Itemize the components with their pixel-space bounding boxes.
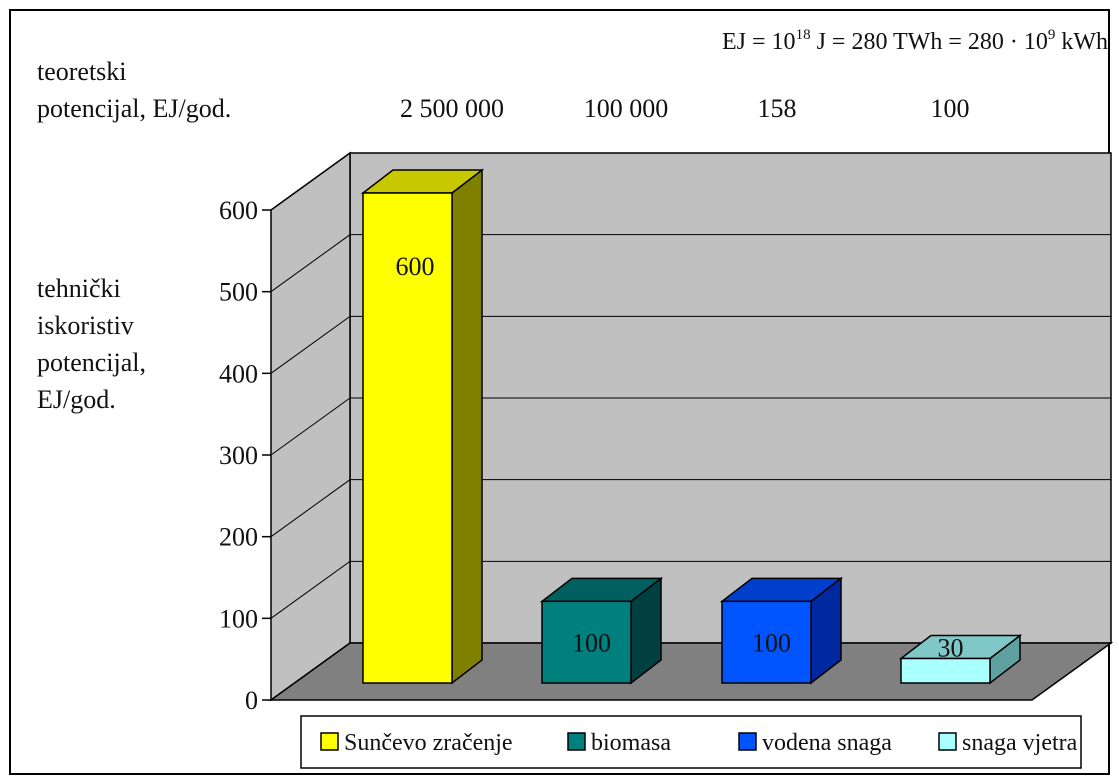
- y-tick-label: 200: [219, 523, 258, 552]
- y-tick-label: 500: [219, 278, 258, 307]
- bar: 100: [539, 576, 664, 685]
- gridline: [270, 479, 1111, 538]
- theoretical-value: 100: [931, 94, 970, 123]
- legend-item: vodena snaga: [738, 730, 892, 756]
- bar-side: [451, 168, 483, 685]
- y-tick-label: 0: [245, 686, 258, 715]
- bar-front: [541, 600, 632, 684]
- y-tick-label: 300: [219, 441, 258, 470]
- gridline: [270, 397, 1111, 456]
- theoretical-value: 100 000: [584, 94, 669, 123]
- legend: Sunčevo zračenje biomasa vodena snaga snaga…: [300, 715, 1082, 769]
- legend-label: Sunčevo zračenje: [344, 730, 513, 756]
- y-tick-label: 400: [219, 359, 258, 388]
- theoretical-value: 158: [758, 94, 797, 123]
- legend-label: vodena snaga: [762, 730, 892, 756]
- legend-item: Sunčevo zračenje: [320, 730, 513, 756]
- legend-swatch: [738, 732, 757, 751]
- gridline: [270, 152, 1111, 211]
- gridline: [270, 560, 1111, 619]
- data-label: 100: [752, 628, 791, 657]
- data-label: 600: [396, 252, 435, 281]
- gridline: [270, 234, 1111, 293]
- theoretical-label-line1: teoretski: [37, 57, 127, 86]
- gridline: [270, 315, 1111, 374]
- legend-swatch: [567, 732, 586, 751]
- unit-formula: EJ = 1018 J = 280 TWh = 280 · 109 kWh: [722, 27, 1108, 55]
- data-label: 100: [572, 628, 611, 657]
- y-axis-label: tehnički iskoristiv potencijal, EJ/god.: [37, 274, 146, 414]
- y-tick-label: 600: [219, 196, 258, 225]
- legend-swatch: [938, 732, 957, 751]
- theoretical-value: 2 500 000: [400, 94, 504, 123]
- svg-text:iskoristiv: iskoristiv: [37, 311, 134, 340]
- legend-label: snaga vjetra: [962, 730, 1078, 756]
- bar: 100: [719, 576, 844, 685]
- legend-label: biomasa: [591, 730, 671, 756]
- bar-front: [900, 657, 991, 684]
- theoretical-label-line2: potencijal, EJ/god.: [37, 94, 231, 123]
- y-tick-label: 100: [219, 604, 258, 633]
- legend-item: biomasa: [567, 730, 671, 756]
- svg-text:tehnički: tehnički: [37, 274, 121, 303]
- bar: 600: [360, 168, 485, 685]
- legend-item: snaga vjetra: [938, 730, 1078, 756]
- legend-swatch: [320, 732, 339, 751]
- svg-text:potencijal,: potencijal,: [37, 348, 146, 377]
- bar: 30: [898, 634, 1023, 685]
- svg-text:EJ/god.: EJ/god.: [37, 385, 116, 414]
- bar-front: [362, 192, 453, 684]
- bar-front: [721, 600, 812, 684]
- data-label: 30: [938, 634, 964, 663]
